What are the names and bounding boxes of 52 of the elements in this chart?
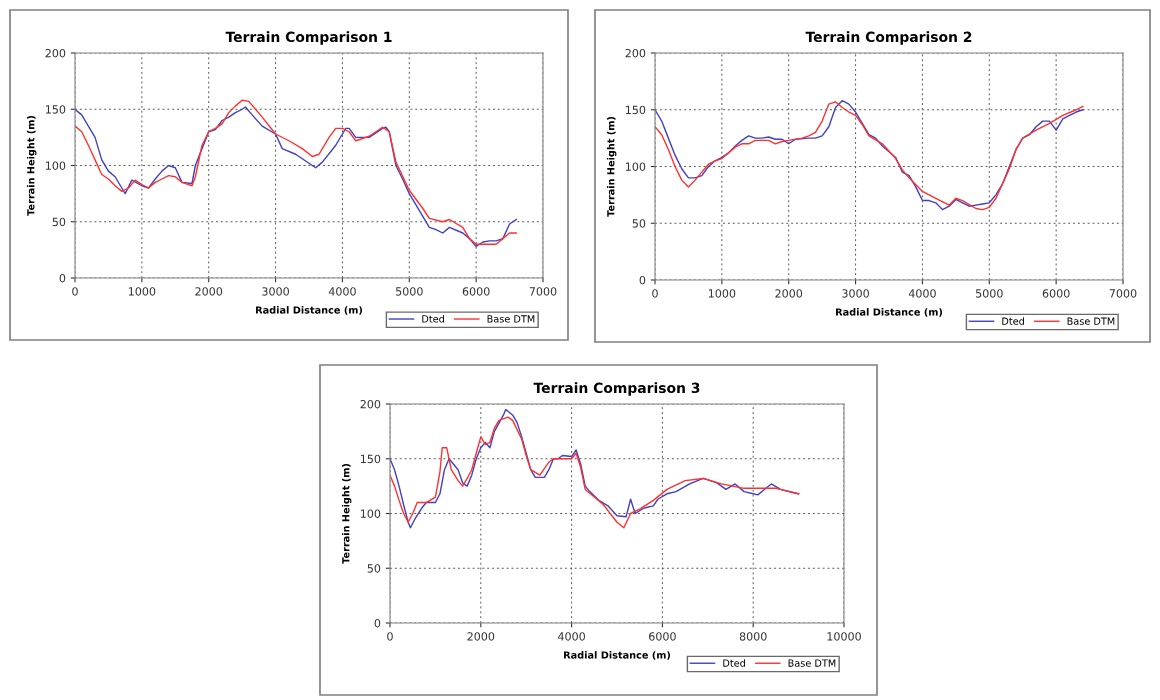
y-tick-label: 100 bbox=[360, 509, 381, 518]
legend-label: Dted bbox=[422, 315, 444, 323]
x-tick-label: 1000 bbox=[128, 287, 156, 296]
x-tick-label: 1000 bbox=[708, 289, 736, 298]
x-tick-label: 6000 bbox=[1042, 289, 1070, 298]
x-tick-label: 5000 bbox=[976, 289, 1003, 298]
y-tick-label: 50 bbox=[632, 219, 646, 228]
x-tick-label: 4000 bbox=[328, 287, 356, 296]
x-tick-label: 7000 bbox=[1109, 289, 1137, 298]
legend-label: Dted bbox=[723, 659, 745, 667]
x-tick-label: 8000 bbox=[739, 632, 767, 641]
legend-label: Base DTM bbox=[1067, 317, 1115, 325]
chart-title: Terrain Comparison 2 bbox=[805, 31, 972, 45]
y-tick-label: 150 bbox=[360, 454, 381, 464]
x-axis-title: Radial Distance (m) bbox=[256, 306, 363, 315]
x-tick-label: 0 bbox=[72, 287, 78, 296]
chart-title: Terrain Comparison 1 bbox=[225, 31, 392, 45]
y-tick-label: 0 bbox=[639, 275, 646, 285]
legend-label: Dted bbox=[1002, 317, 1024, 325]
y-tick-label: 0 bbox=[374, 618, 381, 628]
x-tick-label: 2000 bbox=[195, 287, 223, 296]
x-tick-label: 4000 bbox=[558, 632, 585, 641]
x-tick-label: 0 bbox=[387, 632, 393, 641]
x-tick-label: 6000 bbox=[462, 287, 490, 296]
x-tick-label: 2000 bbox=[775, 289, 803, 298]
y-axis-title: Terrain Height (m) bbox=[26, 115, 37, 216]
x-tick-label: 6000 bbox=[649, 632, 676, 641]
x-axis-title: Radial Distance (m) bbox=[564, 651, 671, 660]
x-tick-label: 7000 bbox=[529, 287, 557, 296]
x-tick-label: 5000 bbox=[396, 287, 423, 296]
y-tick-label: 200 bbox=[625, 48, 646, 58]
y-tick-label: 50 bbox=[367, 564, 381, 573]
y-tick-label: 200 bbox=[45, 48, 66, 58]
chart-title: Terrain Comparison 3 bbox=[533, 382, 700, 396]
x-tick-label: 4000 bbox=[908, 289, 936, 298]
y-tick-label: 200 bbox=[360, 399, 381, 409]
x-tick-label: 10000 bbox=[827, 632, 861, 641]
y-tick-label: 100 bbox=[625, 162, 646, 171]
y-tick-label: 150 bbox=[625, 105, 646, 115]
x-tick-label: 3000 bbox=[262, 287, 289, 296]
x-tick-label: 2000 bbox=[467, 632, 495, 641]
legend-label: Base DTM bbox=[487, 315, 535, 323]
x-tick-label: 0 bbox=[652, 289, 658, 298]
y-axis-title: Terrain Height (m) bbox=[606, 116, 617, 217]
y-tick-label: 150 bbox=[45, 105, 66, 114]
legend-label: Base DTM bbox=[788, 659, 836, 667]
y-tick-label: 50 bbox=[52, 217, 66, 227]
y-tick-label: 0 bbox=[59, 273, 66, 283]
x-tick-label: 3000 bbox=[842, 289, 869, 298]
x-axis-title: Radial Distance (m) bbox=[836, 308, 943, 317]
y-tick-label: 100 bbox=[45, 161, 66, 170]
y-axis-title: Terrain Height (m) bbox=[341, 463, 352, 564]
